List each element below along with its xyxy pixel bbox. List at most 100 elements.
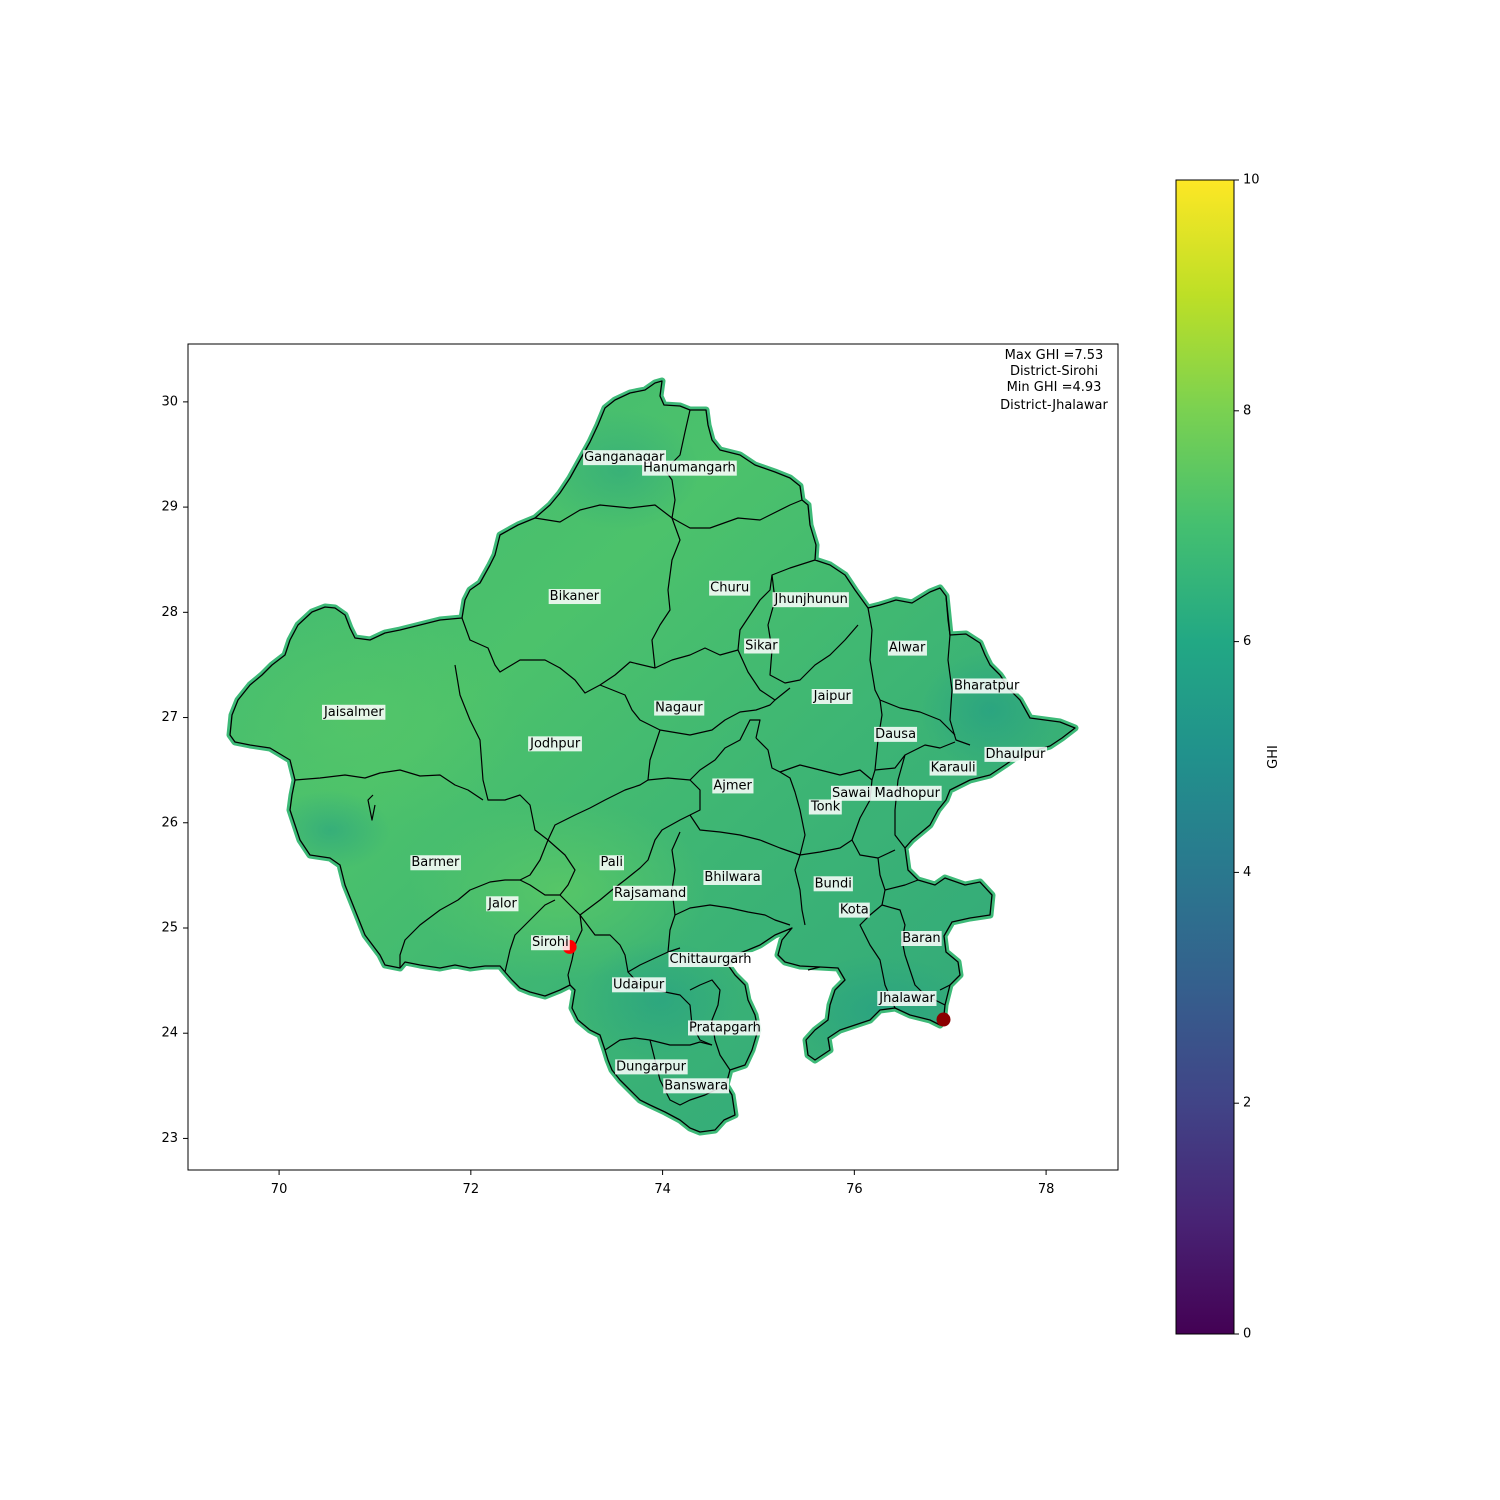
district-label-background [548,589,601,605]
district-boundary [894,754,906,849]
y-tick-label: 30 [161,394,178,409]
district-boundary [779,771,806,856]
district-label-background [642,460,737,476]
y-tick-label: 27 [161,710,178,725]
district-label: Jhunjhunun [774,592,848,607]
colorbar-gradient [1175,179,1235,1335]
district-label-background [772,592,849,608]
district-label-group: Pratapgarh [688,1020,762,1036]
x-tick-label: 78 [1038,1182,1055,1197]
district-boundary [399,839,549,968]
district-label: Ajmer [713,778,752,793]
district-label-background [528,736,582,752]
district-boundary [659,699,776,736]
district-label-group: Bhilwara [703,869,762,885]
colorbar-tick-label: 4 [1243,865,1251,880]
colorbar-tick-label: 10 [1243,173,1260,188]
district-label-background [410,855,462,871]
district-boundary [647,777,691,781]
district-label-group: Jhalawar [877,990,937,1006]
district-label-background [901,931,942,947]
state-border [229,380,1076,1133]
district-label-group: Udaipur [612,977,666,993]
district-boundary [947,634,971,746]
district-label: Chittaurgarh [670,952,752,967]
x-axis-ticks: 70 72 74 76 78 [271,1170,1055,1197]
district-boundary [799,839,853,856]
district-label: Dausa [875,727,916,742]
district-label-background [712,778,754,794]
district-label: Jalor [487,896,517,911]
district-label-background [599,855,624,871]
district-label-group: Sikar [744,638,780,654]
district-label: Sikar [745,638,778,653]
district-label-group: Jaisalmer [321,704,386,720]
district-label-background [744,638,780,654]
district-label: Bhilwara [704,870,760,885]
colorbar: 0 2 4 6 8 10 GHI [1175,173,1281,1342]
district-label: Jaipur [813,689,852,704]
district-boundary [879,699,956,736]
district-label-background [952,678,1021,694]
x-tick-label: 74 [654,1182,671,1197]
district-label-group: Rajsamand [613,885,688,901]
district-label: Tonk [810,799,841,814]
district-label: Hanumangarh [643,461,736,476]
ghi-annotation: Max GHI =7.53 District-Sirohi Min GHI =4… [1000,348,1108,413]
district-label: Pali [601,855,623,870]
district-label: Jhalawar [878,991,935,1006]
district-label-background [668,952,753,968]
district-boundary [874,741,956,771]
district-label-background [612,977,666,993]
district-label-group: Nagaur [654,700,705,716]
district-boundary [945,595,951,636]
rajasthan-state [226,377,1079,1136]
district-label-background [808,799,842,815]
district-boundary [794,854,806,926]
district-boundary [767,574,859,684]
district-labels: GanganagarHanumangarhBikanerChuruJhunjhu… [321,450,1048,1094]
district-boundary [807,966,821,971]
district-label-group: Dhaulpur [984,746,1048,762]
district-boundary [884,879,919,891]
district-label-group: Banswara [663,1078,730,1094]
annotation-max-district: District-Sirohi [1010,364,1098,379]
district-boundary [939,984,951,991]
district-label: Bharatpur [954,678,1020,693]
district-label-background [486,896,519,912]
district-label-group: Alwar [887,640,927,656]
district-boundary [294,769,484,801]
district-label: Nagaur [655,701,703,716]
district-boundary [671,499,803,529]
district-label: Churu [710,581,749,596]
district-label-background [321,704,386,720]
y-tick-label: 28 [161,605,178,620]
colorbar-tick-label: 0 [1243,1327,1251,1342]
district-boundary [579,814,691,916]
district-label: Karauli [931,761,976,776]
district-boundary [667,904,791,953]
district-label-group: Bundi [813,876,853,892]
district-label-background [703,869,762,885]
district-label-group: Jodhpur [528,736,582,752]
warm-region-west [410,800,710,980]
district-label-background [874,726,918,742]
district-boundary [755,737,873,781]
district-boundary [454,664,549,841]
district-label-background [663,1078,730,1094]
district-label: Jodhpur [529,736,581,751]
district-boundary [367,794,376,821]
district-label-group: Baran [901,931,942,947]
colorbar-tick-label: 2 [1243,1096,1251,1111]
district-label: Bikaner [550,589,600,604]
district-boundary [689,814,801,856]
district-boundary [737,559,816,651]
x-tick-label: 70 [271,1182,288,1197]
district-boundary [651,517,681,669]
district-label-background [877,990,937,1006]
district-label-background [929,760,977,776]
district-label-group: Hanumangarh [642,460,737,476]
district-boundary [547,839,576,896]
district-label-group: Pali [599,855,624,871]
